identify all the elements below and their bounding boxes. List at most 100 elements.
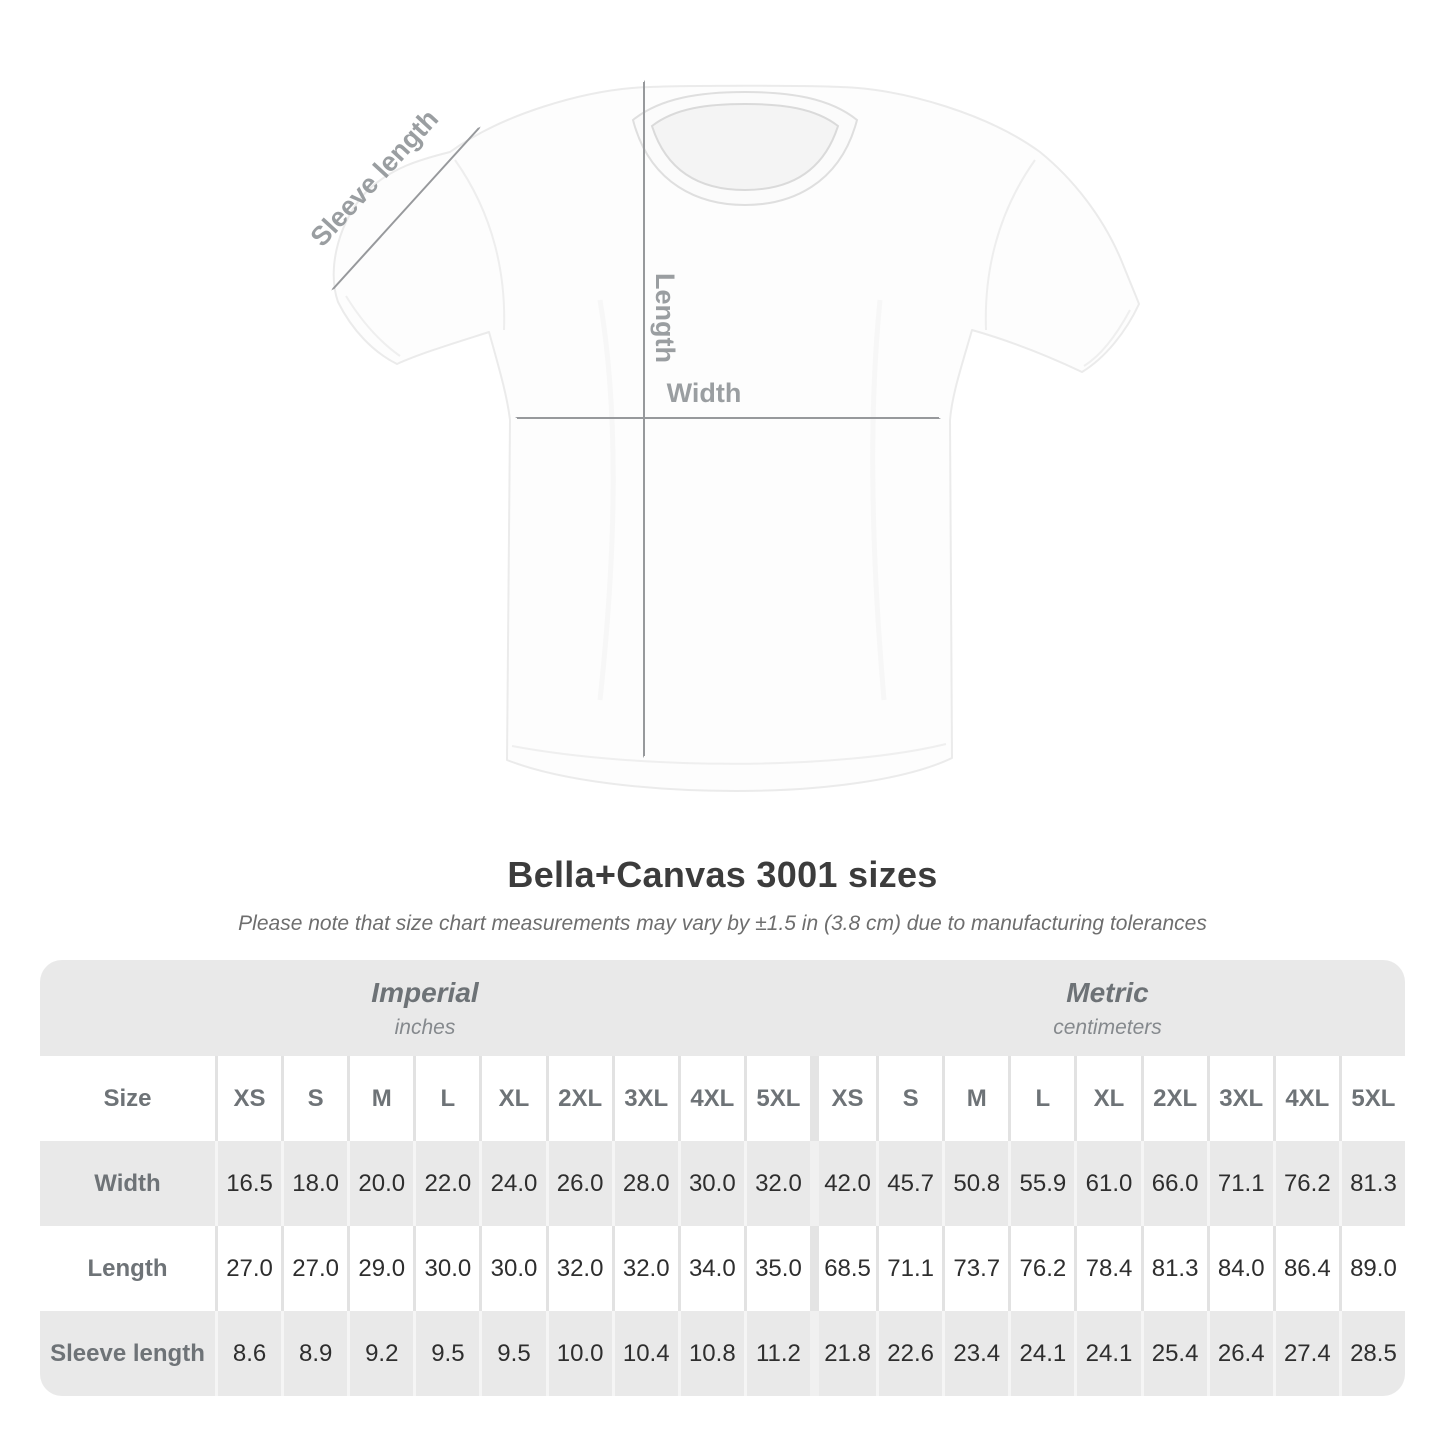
value-cell-metric-3xl: 71.1 [1206, 1141, 1273, 1226]
value-cell-metric-s: 45.7 [876, 1141, 943, 1226]
value-cell-imperial-xs: 27.0 [215, 1226, 282, 1311]
size-col-metric-m: M [942, 1056, 1009, 1141]
value-cell-metric-xl: 78.4 [1074, 1226, 1141, 1311]
width-label: Width [667, 378, 742, 408]
value-cell-imperial-m: 29.0 [347, 1226, 414, 1311]
size-col-metric-s: S [876, 1056, 943, 1141]
sleeve-length-arrow [333, 128, 479, 289]
imperial-section-title: Imperial [371, 976, 479, 1008]
value-cell-metric-l: 24.1 [1008, 1311, 1075, 1396]
value-cell-imperial-3xl: 10.4 [611, 1311, 678, 1396]
value-cell-metric-4xl: 86.4 [1272, 1226, 1339, 1311]
size-col-imperial-2xl: 2XL [545, 1056, 612, 1141]
size-col-imperial-xl: XL [479, 1056, 546, 1141]
value-cell-imperial-5xl: 35.0 [743, 1226, 810, 1311]
value-cell-metric-2xl: 81.3 [1140, 1226, 1207, 1311]
value-cell-metric-4xl: 76.2 [1272, 1141, 1339, 1226]
value-cell-imperial-s: 27.0 [281, 1226, 348, 1311]
length-label: Length [650, 273, 680, 363]
value-cell-imperial-m: 9.2 [347, 1311, 414, 1396]
row-label: Sleeve length [40, 1311, 215, 1396]
size-col-imperial-l: L [413, 1056, 480, 1141]
value-cell-metric-xs: 42.0 [810, 1141, 877, 1226]
value-cell-metric-xl: 61.0 [1074, 1141, 1141, 1226]
value-cell-metric-4xl: 27.4 [1272, 1311, 1339, 1396]
value-cell-imperial-xs: 8.6 [215, 1311, 282, 1396]
value-cell-metric-2xl: 66.0 [1140, 1141, 1207, 1226]
size-col-imperial-4xl: 4XL [677, 1056, 744, 1141]
tolerance-note: Please note that size chart measurements… [238, 912, 1207, 935]
metric-section-header: Metric centimeters [810, 960, 1405, 1056]
size-col-metric-l: L [1008, 1056, 1075, 1141]
value-cell-imperial-xl: 24.0 [479, 1141, 546, 1226]
fold-shading-left [597, 299, 616, 701]
imperial-section-unit: inches [394, 1015, 456, 1039]
hem-stitch [511, 743, 947, 765]
size-chart-table: Imperial inches Metric centimeters Size X… [40, 960, 1405, 1396]
value-cell-imperial-4xl: 34.0 [677, 1226, 744, 1311]
value-cell-imperial-2xl: 26.0 [545, 1141, 612, 1226]
value-cell-imperial-s: 18.0 [281, 1141, 348, 1226]
value-cell-metric-3xl: 84.0 [1206, 1226, 1273, 1311]
value-cell-imperial-5xl: 32.0 [743, 1141, 810, 1226]
value-cell-imperial-4xl: 10.8 [677, 1311, 744, 1396]
fold-shading-right [870, 299, 887, 701]
value-cell-imperial-l: 22.0 [413, 1141, 480, 1226]
value-cell-imperial-l: 30.0 [413, 1226, 480, 1311]
imperial-section-header: Imperial inches [40, 960, 810, 1056]
right-cuff-stitch [1083, 309, 1131, 367]
value-cell-imperial-3xl: 32.0 [611, 1226, 678, 1311]
size-col-metric-xl: XL [1074, 1056, 1141, 1141]
value-cell-imperial-4xl: 30.0 [677, 1141, 744, 1226]
value-cell-imperial-2xl: 32.0 [545, 1226, 612, 1311]
tshirt-measurement-diagram: Width Length Sleeve length [305, 0, 1140, 792]
tshirt-graphic [332, 84, 1140, 792]
value-cell-imperial-3xl: 28.0 [611, 1141, 678, 1226]
value-cell-imperial-l: 9.5 [413, 1311, 480, 1396]
value-cell-metric-5xl: 89.0 [1338, 1226, 1405, 1311]
right-sleeve-seam [984, 159, 1036, 331]
size-row-header: Size [40, 1056, 215, 1141]
value-cell-imperial-s: 8.9 [281, 1311, 348, 1396]
measurement-arrows [333, 82, 939, 756]
value-cell-metric-m: 73.7 [942, 1226, 1009, 1311]
row-label: Width [40, 1141, 215, 1226]
value-cell-metric-5xl: 28.5 [1338, 1311, 1405, 1396]
page-title: Bella+Canvas 3001 sizes [507, 854, 938, 895]
size-col-imperial-xs: XS [215, 1056, 282, 1141]
size-col-imperial-m: M [347, 1056, 414, 1141]
size-col-metric-3xl: 3XL [1206, 1056, 1273, 1141]
value-cell-metric-xs: 68.5 [810, 1226, 877, 1311]
value-cell-metric-m: 23.4 [942, 1311, 1009, 1396]
size-col-imperial-s: S [281, 1056, 348, 1141]
value-cell-metric-5xl: 81.3 [1338, 1141, 1405, 1226]
value-cell-metric-l: 55.9 [1008, 1141, 1075, 1226]
metric-section-title: Metric [1066, 976, 1149, 1008]
size-col-imperial-3xl: 3XL [611, 1056, 678, 1141]
value-cell-imperial-5xl: 11.2 [743, 1311, 810, 1396]
value-cell-imperial-xl: 30.0 [479, 1226, 546, 1311]
value-cell-imperial-2xl: 10.0 [545, 1311, 612, 1396]
value-cell-metric-2xl: 25.4 [1140, 1311, 1207, 1396]
value-cell-imperial-xs: 16.5 [215, 1141, 282, 1226]
size-chart-grid: Imperial inches Metric centimeters Size X… [40, 960, 1405, 1396]
value-cell-metric-l: 76.2 [1008, 1226, 1075, 1311]
size-col-metric-xs: XS [810, 1056, 877, 1141]
value-cell-metric-m: 50.8 [942, 1141, 1009, 1226]
size-col-metric-5xl: 5XL [1338, 1056, 1405, 1141]
value-cell-imperial-m: 20.0 [347, 1141, 414, 1226]
size-col-imperial-5xl: 5XL [743, 1056, 810, 1141]
value-cell-metric-s: 71.1 [876, 1226, 943, 1311]
value-cell-imperial-xl: 9.5 [479, 1311, 546, 1396]
value-cell-metric-s: 22.6 [876, 1311, 943, 1396]
collar [631, 90, 859, 207]
tshirt-figure-svg: Width Length Sleeve length [305, 0, 1140, 792]
metric-section-unit: centimeters [1053, 1015, 1162, 1039]
value-cell-metric-xs: 21.8 [810, 1311, 877, 1396]
value-cell-metric-3xl: 26.4 [1206, 1311, 1273, 1396]
left-cuff-stitch [345, 295, 401, 357]
size-col-metric-4xl: 4XL [1272, 1056, 1339, 1141]
size-col-metric-2xl: 2XL [1140, 1056, 1207, 1141]
value-cell-metric-xl: 24.1 [1074, 1311, 1141, 1396]
